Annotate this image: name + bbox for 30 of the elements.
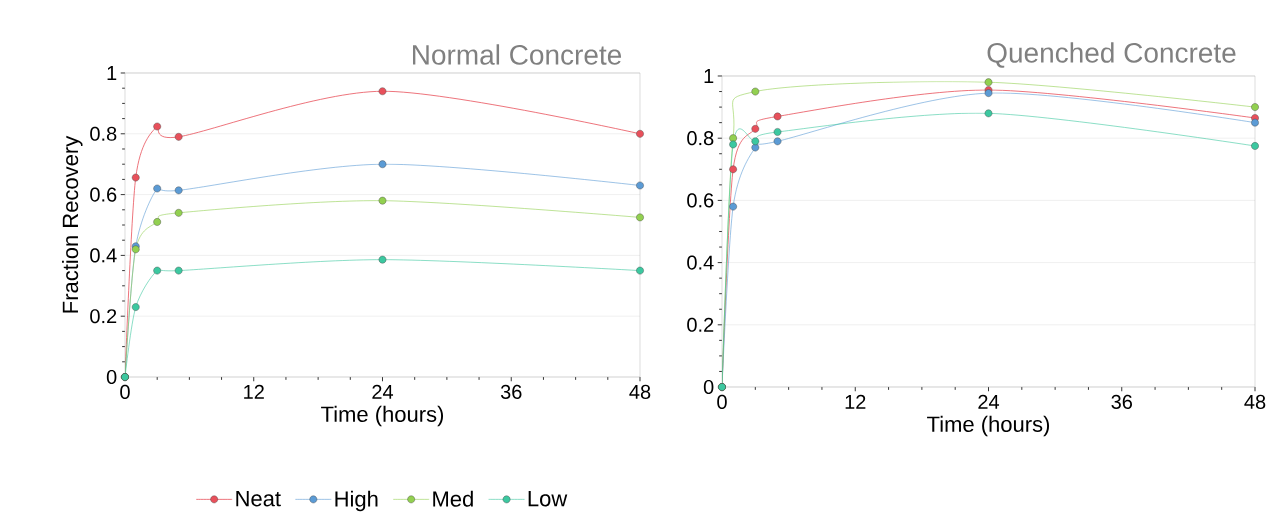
x-axis-title: Time (hours) (321, 405, 444, 427)
y-tick-label: 0.6 (90, 187, 117, 202)
y-tick-label: 0.6 (687, 193, 714, 208)
x-tick-label: 24 (372, 384, 394, 399)
y-tick-label: 0.8 (90, 126, 117, 141)
legend-label: Neat (236, 491, 281, 507)
legend-label: Low (528, 491, 568, 507)
chart-title: Normal Concrete (413, 44, 622, 65)
y-tick-label: 0.4 (687, 255, 714, 270)
x-tick-label: 12 (244, 384, 264, 399)
y-tick-label: 0 (106, 369, 117, 385)
x-tick-label: 0 (717, 394, 727, 409)
x-tick-label: 0 (120, 384, 130, 399)
x-tick-label: 12 (845, 394, 866, 409)
y-tick-label: 0.2 (687, 317, 714, 332)
x-axis-title: Time (hours) (927, 415, 1050, 437)
x-tick-label: 24 (978, 394, 1000, 409)
y-tick-label: 0.2 (90, 309, 117, 324)
chart-title: Quenched Concrete (987, 42, 1236, 68)
y-tick-label: 0.4 (90, 248, 117, 263)
x-tick-label: 48 (629, 384, 651, 399)
y-axis-title: Fraction Recovery (62, 135, 83, 313)
legend-label: High (335, 490, 378, 512)
x-tick-label: 36 (500, 384, 522, 399)
x-tick-label: 36 (1111, 394, 1132, 409)
x-tick-label: 48 (1244, 394, 1266, 409)
legend-label: Med (433, 490, 473, 507)
y-tick-label: 1 (704, 69, 714, 83)
y-tick-label: 0.8 (687, 131, 714, 146)
y-tick-label: 1 (107, 66, 117, 80)
